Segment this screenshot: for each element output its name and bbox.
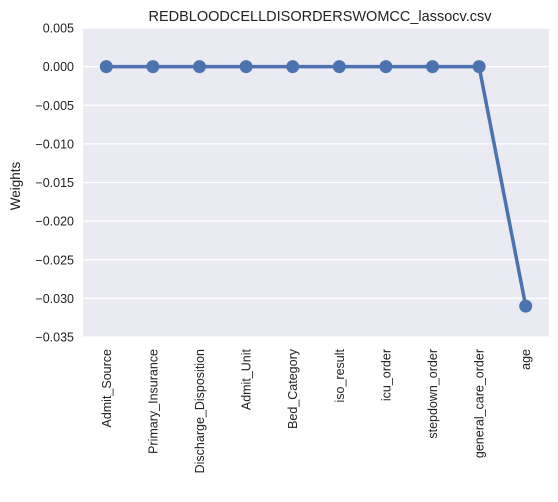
x-tick-label: icu_order (379, 349, 393, 401)
y-tick-label: −0.015 (35, 176, 74, 190)
x-tick-label: age (519, 349, 533, 370)
y-tick-label: 0.000 (43, 60, 74, 74)
x-tick-labels: Admit_Source Primary_Insurance Discharge_D… (100, 348, 533, 473)
x-tick-label: Admit_Source (100, 349, 114, 428)
x-tick-label: general_care_order (473, 349, 487, 458)
x-tick-label: Admit_Unit (240, 348, 254, 410)
series-line (104, 64, 528, 308)
y-axis-label: Weights (8, 161, 23, 210)
data-points (99, 60, 533, 313)
data-point (332, 60, 346, 74)
chart-title: REDBLOODCELLDISORDERSWOMCC_lassocv.csv (149, 9, 493, 25)
data-point (146, 60, 160, 74)
y-tick-label: −0.030 (35, 292, 74, 306)
data-point (519, 299, 533, 313)
y-tick-label: −0.010 (35, 137, 74, 151)
data-point (239, 60, 253, 74)
y-tick-label: −0.035 (35, 331, 74, 345)
data-point (99, 60, 113, 74)
x-tick-label: Bed_Category (286, 348, 300, 429)
y-tick-label: −0.005 (35, 99, 74, 113)
x-tick-label: Primary_Insurance (146, 349, 160, 454)
x-tick-label: Discharge_Disposition (193, 349, 207, 473)
x-tick-label: iso_result (333, 348, 347, 402)
data-point (193, 60, 206, 74)
data-point (426, 60, 439, 74)
y-tick-labels: 0.005 0.000 −0.005 −0.010 −0.015 −0.020 −0.025… (35, 22, 74, 345)
y-tick-label: −0.025 (35, 253, 74, 267)
y-tick-label: 0.005 (43, 22, 74, 36)
data-point (379, 60, 393, 74)
data-point (286, 60, 300, 74)
y-tick-label: −0.020 (35, 215, 74, 229)
x-tick-label: stepdown_order (426, 349, 440, 439)
data-point (472, 60, 486, 74)
